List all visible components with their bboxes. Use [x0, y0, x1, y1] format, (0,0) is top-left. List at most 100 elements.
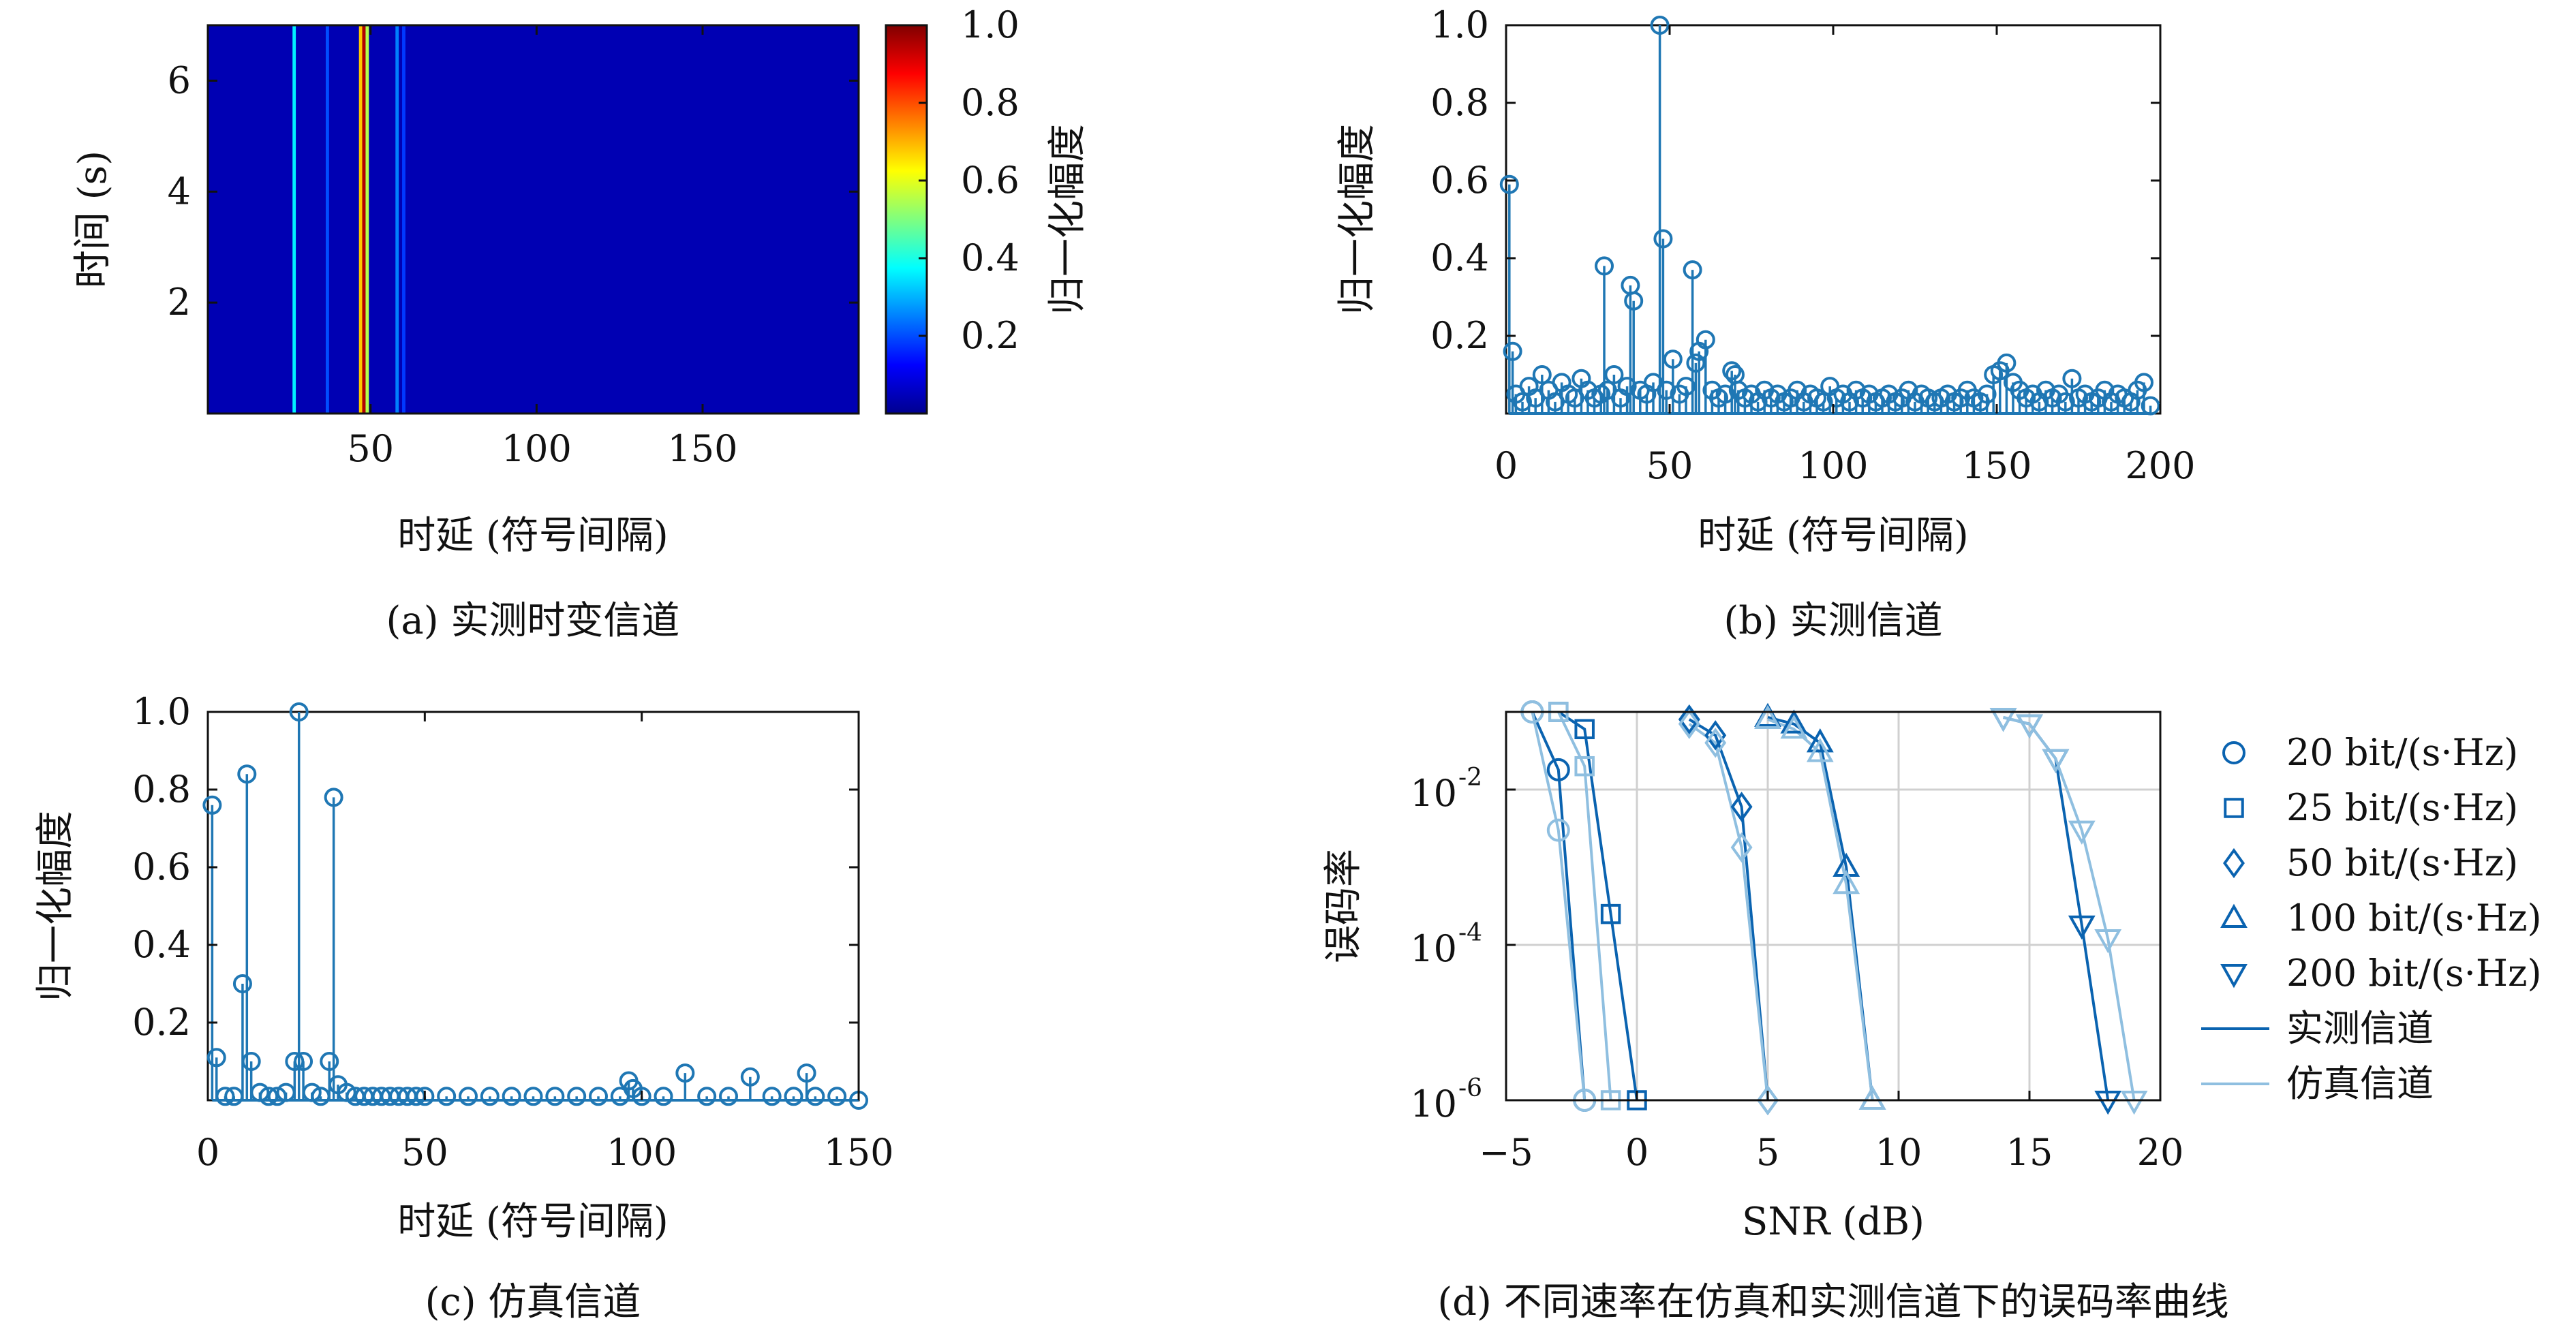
b-stem-marker — [2062, 369, 2082, 388]
d-series-line — [1557, 712, 1612, 1100]
b-stem-marker — [1624, 291, 1644, 311]
panel-a: 50 100 150 2 4 6 0.2 0.4 0.6 0.8 1.0 时延 (符号间隔) 时间… — [71, 3, 1090, 643]
b-xtick-label: 100 — [1798, 444, 1868, 487]
c-stem-marker — [459, 1087, 478, 1106]
d-marker-square — [2224, 798, 2244, 818]
d-marker-triangle-down — [2094, 1091, 2122, 1115]
c-stem-marker — [827, 1087, 847, 1106]
d-ytick-base: 10 — [1410, 1083, 1457, 1125]
d-xlabel: SNR (dB) — [1742, 1200, 1925, 1244]
b-stem-marker — [1696, 330, 1715, 349]
d-marker-diamond — [1704, 720, 1727, 751]
a-xlabel: 时延 (符号间隔) — [397, 514, 669, 558]
a-heatmap-column — [358, 25, 363, 414]
c-stem-marker — [241, 1052, 261, 1071]
a-caption: (a) 实测时变信道 — [386, 599, 680, 643]
d-marker-diamond — [1730, 832, 1753, 863]
c-stem-marker — [202, 795, 222, 815]
b-ytick-label: 0.6 — [1430, 159, 1489, 202]
b-stem-marker — [2141, 396, 2160, 416]
c-stem-marker — [567, 1087, 587, 1106]
b-stem-marker — [1997, 353, 2017, 373]
d-series-line — [1767, 716, 1874, 1100]
d-legend: 20 bit/(s·Hz) 25 bit/(s·Hz) 50 bit/(s·Hz) 1… — [2201, 731, 2542, 1105]
d-marker-triangle-up — [1833, 869, 1860, 894]
b-xtick-label: 0 — [1494, 444, 1518, 487]
b-stem-marker — [1595, 256, 1614, 276]
d-series-line — [1688, 723, 1769, 1100]
b-stem-marker — [1604, 365, 1624, 384]
d-series — [1531, 712, 2136, 1100]
b-caption: (b) 实测信道 — [1723, 599, 1942, 643]
d-marker-diamond — [1757, 1085, 1779, 1116]
a-xtick-label: 50 — [347, 427, 394, 470]
c-stem-marker — [320, 1052, 339, 1071]
c-stem-marker — [289, 702, 309, 721]
a-colorbar-tick-label: 1.0 — [961, 3, 1019, 46]
a-colorbar-label: 归一化幅度 — [1045, 124, 1090, 315]
d-marker-triangle-down — [2068, 915, 2096, 940]
d-caption: (d) 不同速率在仿真和实测信道下的误码率曲线 — [1437, 1280, 2228, 1323]
a-colorbar-ticks: 0.2 0.4 0.6 0.8 1.0 — [919, 3, 1019, 357]
b-stem-marker — [2134, 373, 2153, 392]
a-xtick-label: 100 — [502, 427, 572, 470]
c-stem-marker — [250, 1083, 270, 1102]
c-xtick-label: 150 — [823, 1131, 893, 1174]
d-series-line — [1531, 712, 1586, 1100]
c-stem-marker — [697, 1087, 717, 1106]
c-xtick-label: 0 — [196, 1131, 219, 1174]
b-stem-marker — [1813, 392, 1833, 411]
b-stem-marker — [2055, 392, 2075, 411]
c-stem-marker — [324, 788, 343, 807]
d-xtick-label: 0 — [1625, 1131, 1649, 1174]
c-stem-marker — [523, 1087, 543, 1106]
c-ytick-label: 0.4 — [132, 923, 191, 966]
c-stem-marker — [740, 1067, 760, 1087]
c-xtick-label: 50 — [401, 1131, 448, 1174]
d-marker-triangle-down — [2068, 820, 2096, 845]
d-marker-diamond — [1704, 728, 1727, 758]
d-marker-triangle-up — [1806, 728, 1834, 753]
b-stems — [1499, 16, 2160, 416]
c-stem-marker — [437, 1087, 457, 1106]
c-ytick-label: 0.2 — [132, 1001, 191, 1044]
d-marker-circle — [2222, 741, 2245, 764]
c-stem-marker — [337, 1083, 356, 1102]
b-stem-marker — [1715, 384, 1735, 404]
d-marker-diamond — [1678, 704, 1700, 735]
d-xtick-label: 15 — [2006, 1131, 2053, 1174]
c-ytick-label: 0.6 — [132, 845, 191, 888]
d-legend-label: 20 bit/(s·Hz) — [2286, 731, 2518, 774]
a-colorbar-tick-label: 0.6 — [961, 159, 1019, 202]
c-stems — [202, 702, 868, 1110]
d-marker-diamond — [2223, 847, 2245, 879]
c-stem-marker — [806, 1087, 825, 1106]
d-xtick-label: 10 — [1875, 1131, 1922, 1174]
d-marker-triangle-down — [1989, 708, 2017, 732]
b-xtick-label: 150 — [1961, 444, 2031, 487]
b-stem-marker — [1503, 341, 1522, 361]
d-series-line — [2003, 716, 2110, 1100]
c-xlabel: 时延 (符号间隔) — [397, 1200, 669, 1244]
c-stem-marker — [797, 1063, 816, 1083]
c-caption: (c) 仿真信道 — [425, 1280, 641, 1323]
a-ticks: 50 100 150 2 4 6 — [168, 25, 859, 470]
d-marker-triangle-up — [1780, 709, 1808, 734]
a-colorbar-tick-label: 0.2 — [961, 314, 1019, 357]
b-stem-marker — [1676, 377, 1696, 396]
d-ytick-base: 10 — [1410, 927, 1457, 970]
a-heatmap-column — [325, 25, 329, 414]
a-plot-frame — [206, 24, 860, 415]
c-stem-marker — [654, 1087, 673, 1106]
d-marker-triangle-down — [2220, 964, 2248, 989]
b-ytick-label: 1.0 — [1430, 3, 1489, 46]
d-marker-square — [1600, 903, 1621, 924]
a-heatmap-column — [292, 25, 296, 414]
d-xtick-label: −5 — [1479, 1131, 1533, 1174]
c-stem-marker — [237, 764, 257, 784]
b-ticks: 0 50 100 150 200 0.2 0.4 0.6 0.8 1.0 — [1430, 3, 2195, 487]
b-stem-marker — [1617, 377, 1637, 396]
d-legend-label: 实测信道 — [2286, 1007, 2434, 1050]
a-heatmap-column — [402, 25, 405, 414]
d-marker-square — [1574, 756, 1595, 777]
